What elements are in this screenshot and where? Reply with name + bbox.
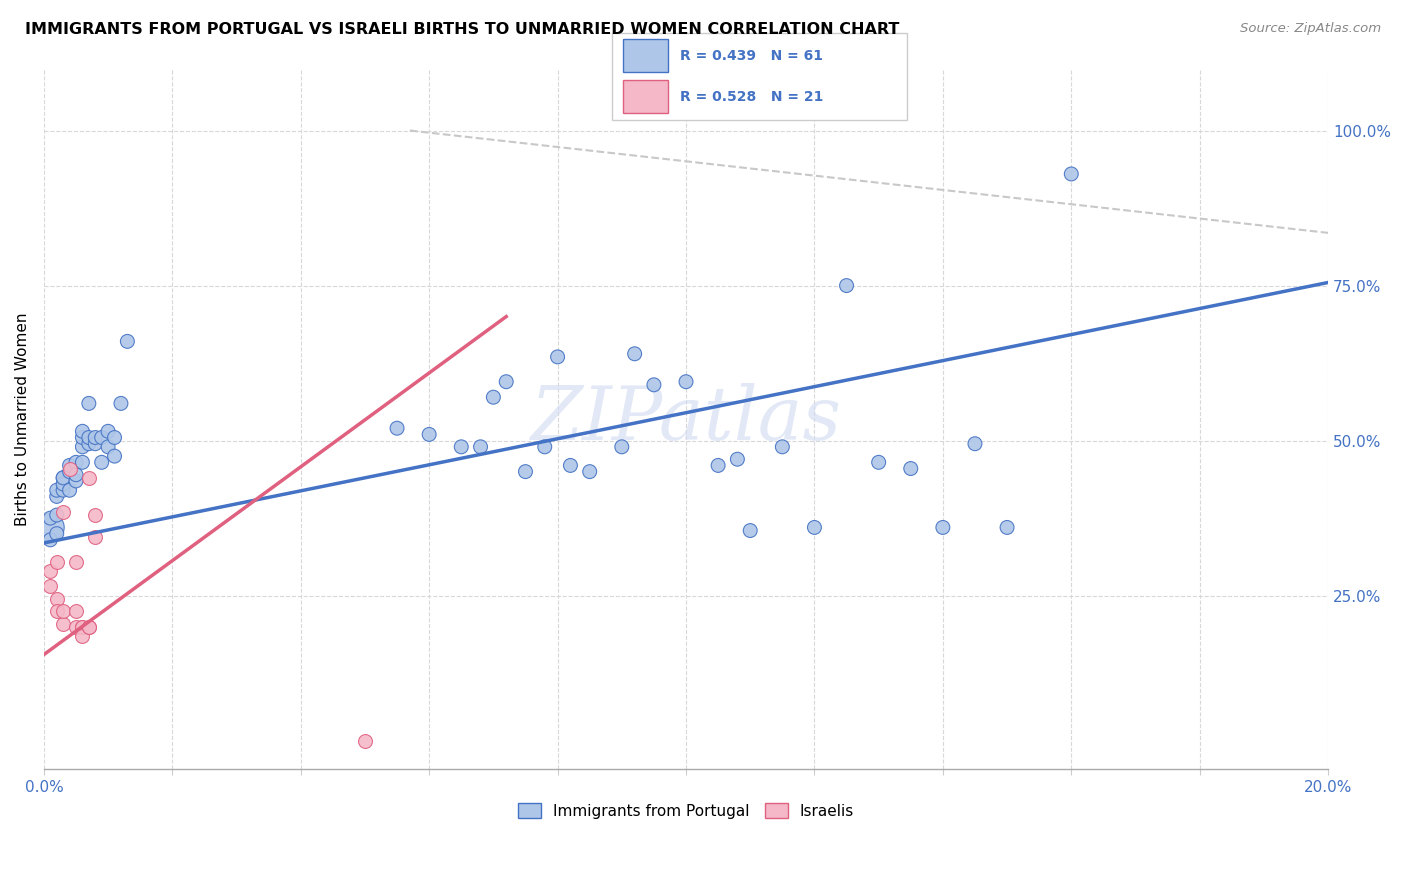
Point (835, 278, 858, 293)
Point (482, 390, 505, 404)
Point (533, 440, 555, 454)
Point (84, 436, 107, 450)
Point (45, 591, 67, 606)
Point (45, 490, 67, 504)
Point (97, 440, 120, 454)
Point (770, 440, 793, 454)
Text: ZIPatlas: ZIPatlas (530, 383, 842, 455)
Point (932, 520, 955, 534)
Point (578, 465, 600, 479)
Point (725, 452, 748, 467)
Point (45, 526, 67, 541)
Point (52, 604, 75, 618)
Point (84, 430, 107, 444)
Point (72, 620, 94, 634)
Point (77, 620, 100, 634)
Point (97, 425, 120, 439)
Point (45, 555, 67, 569)
Point (470, 440, 492, 454)
Point (110, 396, 132, 410)
Point (65, 620, 87, 634)
Point (900, 461, 922, 475)
Point (803, 520, 825, 534)
Point (84, 530, 107, 544)
Point (52, 471, 75, 485)
Y-axis label: Births to Unmarried Women: Births to Unmarried Women (15, 312, 30, 525)
Point (65, 555, 87, 569)
Point (58, 465, 80, 479)
Point (623, 347, 645, 361)
Point (77, 471, 100, 485)
Point (65, 467, 87, 482)
Point (52, 477, 75, 491)
Point (675, 375, 697, 389)
Point (72, 430, 94, 444)
Point (560, 458, 582, 473)
FancyBboxPatch shape (612, 33, 907, 120)
Point (103, 430, 125, 444)
Point (103, 449, 125, 463)
Point (45, 483, 67, 498)
Point (58, 458, 80, 473)
Point (72, 425, 94, 439)
Point (868, 455, 890, 469)
Point (72, 620, 94, 634)
Point (58, 483, 80, 498)
Point (52, 505, 75, 519)
Point (77, 620, 100, 634)
Point (45, 508, 67, 522)
FancyBboxPatch shape (623, 80, 668, 113)
Point (39, 511, 62, 525)
Point (495, 375, 517, 389)
Point (72, 455, 94, 469)
Text: R = 0.439   N = 61: R = 0.439 N = 61 (679, 49, 823, 62)
Point (77, 430, 100, 444)
Point (65, 604, 87, 618)
Text: IMMIGRANTS FROM PORTUGAL VS ISRAELI BIRTHS TO UNMARRIED WOMEN CORRELATION CHART: IMMIGRANTS FROM PORTUGAL VS ISRAELI BIRT… (25, 22, 900, 37)
Point (740, 524, 762, 538)
Point (707, 458, 730, 473)
Point (117, 334, 139, 349)
Legend: Immigrants from Portugal, Israelis: Immigrants from Portugal, Israelis (512, 797, 860, 825)
Point (65, 455, 87, 469)
Point (72, 629, 94, 643)
Point (52, 483, 75, 498)
Point (995, 520, 1018, 534)
Point (45, 604, 67, 618)
Point (1060, 167, 1083, 181)
Text: Source: ZipAtlas.com: Source: ZipAtlas.com (1240, 22, 1381, 36)
Point (385, 421, 408, 435)
Point (39, 520, 62, 534)
Point (77, 436, 100, 450)
Point (39, 579, 62, 593)
Point (515, 465, 537, 479)
FancyBboxPatch shape (623, 39, 668, 72)
Text: R = 0.528   N = 21: R = 0.528 N = 21 (679, 90, 823, 103)
Point (52, 616, 75, 631)
Point (39, 533, 62, 547)
Point (52, 471, 75, 485)
Point (77, 396, 100, 410)
Point (58, 461, 80, 475)
Point (450, 440, 472, 454)
Point (643, 377, 665, 392)
Point (90, 430, 112, 444)
Point (65, 474, 87, 488)
Point (610, 440, 633, 454)
Point (354, 734, 377, 748)
Point (547, 350, 569, 364)
Point (39, 564, 62, 578)
Point (963, 436, 986, 450)
Point (72, 440, 94, 454)
Point (84, 508, 107, 522)
Point (90, 455, 112, 469)
Point (418, 427, 440, 442)
